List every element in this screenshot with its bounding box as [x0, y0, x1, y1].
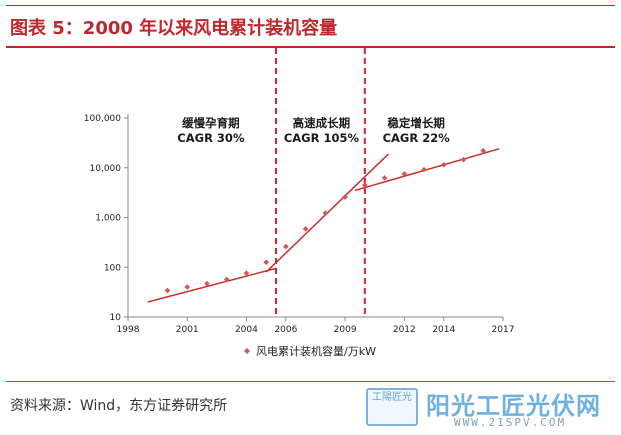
x-tick-label: 1998	[117, 325, 140, 335]
phase-cagr: CAGR 105%	[284, 131, 360, 145]
data-point	[421, 166, 427, 173]
phase-cagr: CAGR 22%	[383, 131, 451, 145]
phase-name: 稳定增长期	[387, 116, 445, 130]
figure-title: 图表 5：2000 年以来风电累计装机容量	[10, 18, 338, 39]
source-note: 资料来源：Wind，东方证券研究所	[10, 398, 228, 414]
y-tick-label: 1,000	[95, 214, 121, 224]
watermark-brand: 阳光工匠光伏网	[426, 392, 601, 420]
x-tick-label: 2017	[492, 325, 515, 335]
data-point	[362, 182, 368, 188]
y-tick-label: 10	[110, 313, 122, 323]
legend-label: 风电累计装机容量/万kW	[256, 344, 376, 358]
data-point	[243, 270, 250, 276]
phase-cagr: CAGR 30%	[177, 131, 245, 145]
x-tick-label: 2006	[274, 325, 297, 335]
data-point	[223, 276, 230, 283]
x-tick-label: 2012	[393, 325, 416, 335]
chart-axes: 10 100 1,000 10,000 100,000 1998 2001 2004 2006 2…	[84, 114, 515, 335]
title-rule	[6, 46, 615, 48]
data-point	[164, 287, 171, 294]
data-point	[302, 226, 309, 232]
legend: 风电累计装机容量/万kW	[244, 344, 376, 358]
y-tick-label: 10,000	[90, 164, 122, 174]
x-tick-label: 2014	[432, 325, 455, 335]
data-point	[401, 171, 408, 177]
x-tick-label: 2009	[334, 325, 357, 335]
bottom-rule	[6, 381, 615, 382]
data-point	[263, 259, 269, 266]
phase-name: 缓慢孕育期	[182, 116, 240, 130]
legend-marker	[244, 348, 250, 354]
trend-line	[354, 148, 500, 192]
phase-dividers	[275, 48, 366, 317]
data-point	[460, 156, 467, 163]
y-tick-label: 100,000	[84, 114, 121, 124]
y-tick-label: 100	[104, 263, 121, 273]
phase-name: 高速成长期	[293, 116, 351, 130]
watermark-url: WWW.21SPV.COM	[454, 416, 567, 429]
top-rule	[6, 5, 615, 6]
data-points	[164, 147, 487, 294]
trend-lines	[147, 148, 500, 303]
data-point	[440, 162, 447, 168]
x-tick-label: 2004	[235, 325, 258, 335]
data-point	[204, 280, 210, 287]
data-point	[480, 147, 487, 154]
x-tick-label: 2001	[176, 325, 199, 335]
watermark-seal: 工陽匠光	[366, 388, 418, 426]
data-point	[381, 175, 388, 181]
data-point	[342, 194, 348, 200]
trend-line	[147, 267, 277, 303]
data-point	[283, 243, 289, 250]
data-point	[322, 210, 329, 217]
watermark: 工陽匠光 阳光工匠光伏网 WWW.21SPV.COM	[366, 386, 616, 432]
data-point	[184, 284, 191, 290]
chart-svg: 10 100 1,000 10,000 100,000 1998 2001 2004 2006 2…	[84, 48, 515, 358]
